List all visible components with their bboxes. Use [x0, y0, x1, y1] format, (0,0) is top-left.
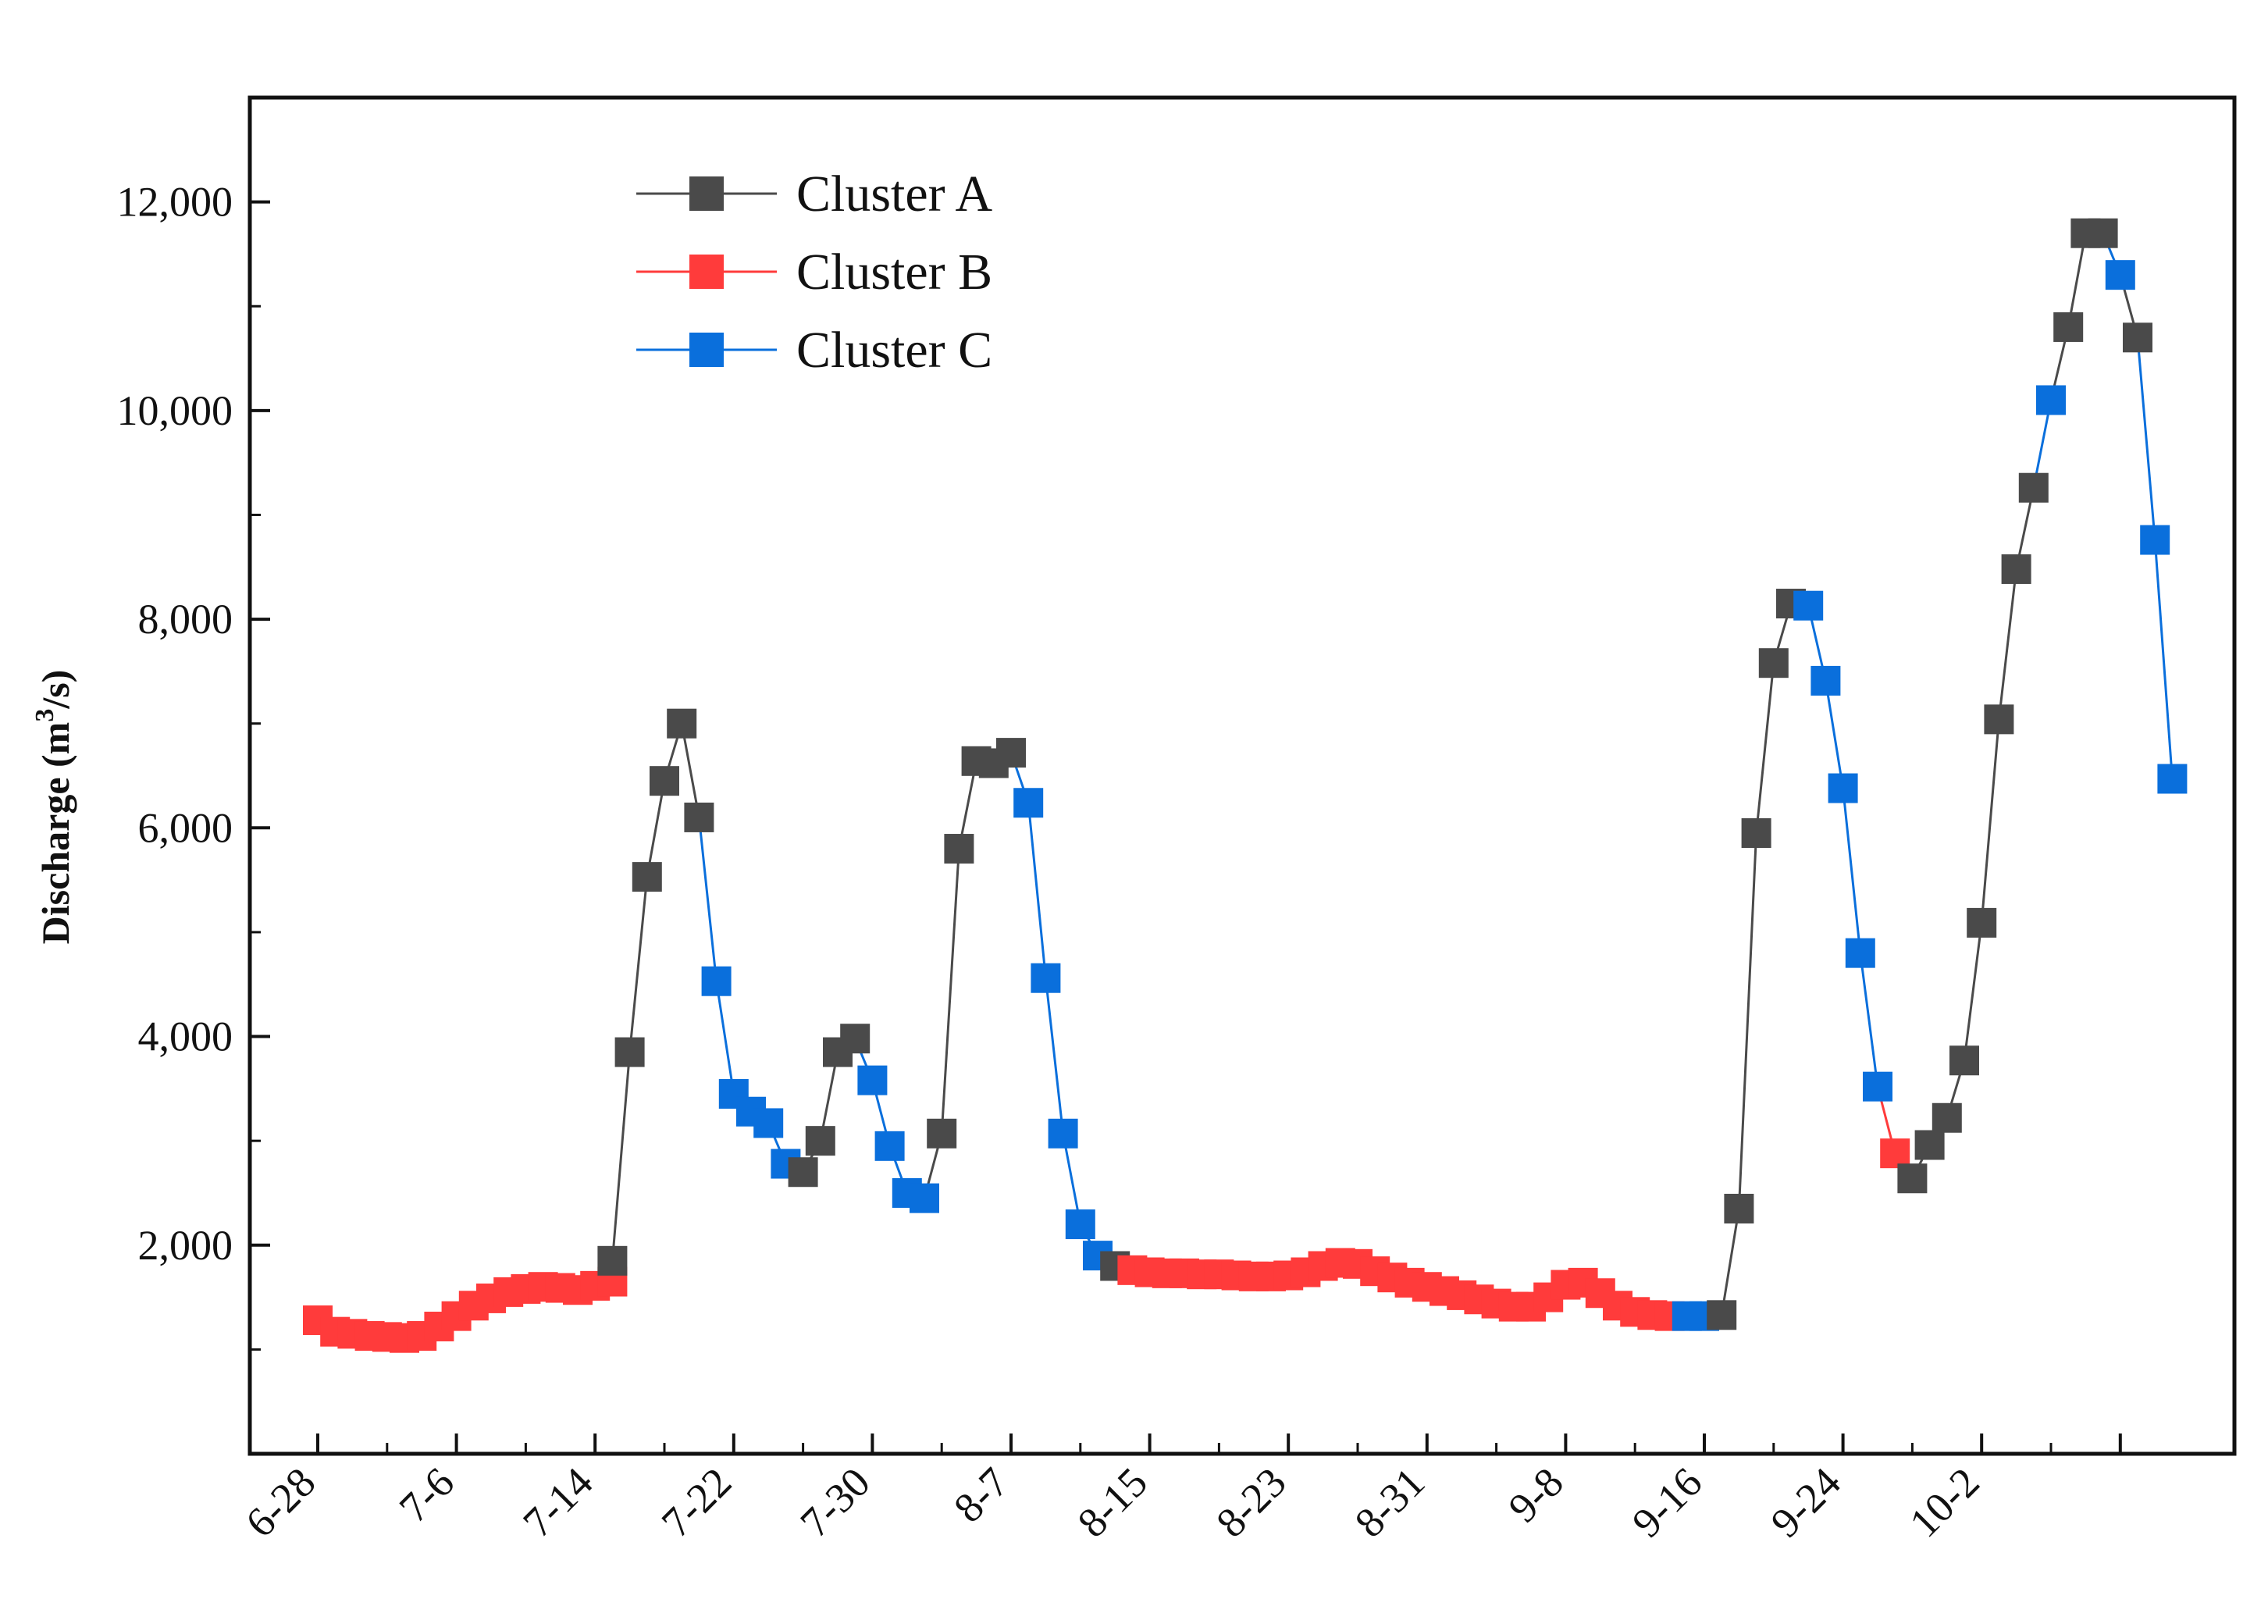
marker-cluster-c: [753, 1108, 784, 1138]
marker-cluster-a: [2001, 554, 2031, 584]
marker-cluster-c: [2105, 260, 2135, 290]
marker-cluster-a: [840, 1024, 871, 1054]
line-segment-a: [1980, 719, 2000, 924]
marker-cluster-c: [1065, 1209, 1095, 1240]
marker-cluster-a: [667, 708, 697, 739]
marker-cluster-a: [2123, 322, 2152, 353]
marker-cluster-a: [1724, 1194, 1754, 1224]
x-tick-label: 7-6: [390, 1458, 463, 1531]
y-tick-label: 4,000: [138, 1013, 233, 1060]
x-tick-label: 8-15: [1069, 1458, 1156, 1546]
legend-marker-b: [689, 255, 724, 289]
line-segment-a: [1997, 568, 2018, 720]
marker-cluster-c: [1863, 1071, 1892, 1102]
connecting-lines: [317, 232, 2174, 1340]
marker-cluster-a: [1932, 1102, 1962, 1133]
marker-cluster-b: [1880, 1138, 1910, 1169]
marker-cluster-a: [650, 766, 679, 796]
marker-cluster-a: [684, 802, 714, 832]
line-segment-a: [1720, 1208, 1740, 1316]
line-segment-c: [2153, 540, 2174, 779]
marker-cluster-a: [944, 834, 974, 864]
x-tick-label: 7-14: [514, 1458, 601, 1546]
plot-frame: [247, 95, 2237, 1456]
line-segment-c: [1062, 1133, 1082, 1225]
x-tick-label: 8-23: [1207, 1458, 1294, 1546]
marker-cluster-c: [874, 1131, 905, 1161]
marker-cluster-a: [2018, 472, 2049, 503]
marker-cluster-c: [1048, 1118, 1078, 1149]
line-segment-a: [611, 1052, 632, 1261]
line-segment-a: [1963, 922, 1983, 1061]
legend: Cluster A Cluster B Cluster C: [636, 166, 993, 379]
line-segment-c: [715, 981, 735, 1095]
marker-cluster-a: [1707, 1300, 1737, 1330]
line-segment-c: [1842, 788, 1862, 953]
marker-cluster-a: [1897, 1163, 1928, 1194]
marker-cluster-c: [857, 1065, 888, 1095]
legend-label-a: Cluster A: [796, 166, 993, 223]
line-segment-a: [680, 723, 700, 818]
marker-cluster-a: [1949, 1045, 1979, 1076]
line-segment-a: [628, 876, 649, 1052]
y-tick-label: 10,000: [117, 387, 233, 434]
marker-cluster-c: [910, 1183, 939, 1213]
marker-cluster-c: [1031, 963, 1061, 993]
line-segment-c: [1859, 953, 1879, 1087]
marker-cluster-c: [1793, 590, 1824, 621]
legend-marker-c: [689, 333, 724, 367]
marker-cluster-a: [788, 1157, 818, 1188]
marker-cluster-c: [1013, 788, 1044, 818]
line-segment-c: [1824, 680, 1845, 789]
marker-cluster-a: [927, 1118, 957, 1149]
marker-cluster-c: [701, 966, 732, 996]
marker-cluster-a: [597, 1245, 628, 1276]
x-tick-label: 9-24: [1762, 1458, 1850, 1546]
marker-cluster-a: [996, 738, 1026, 768]
marker-cluster-c: [2157, 764, 2188, 794]
marker-cluster-a: [1984, 704, 2014, 735]
marker-cluster-c: [2140, 525, 2170, 555]
x-tick-label: 10-2: [1900, 1458, 1988, 1546]
legend-label-b: Cluster B: [796, 244, 992, 301]
line-segment-a: [646, 780, 666, 878]
y-tick-label: 2,000: [138, 1222, 233, 1269]
x-tick-label: 7-22: [653, 1458, 740, 1546]
legend-label-c: Cluster C: [796, 322, 992, 379]
marker-cluster-c: [1845, 938, 1875, 968]
x-tick-label: 9-8: [1500, 1458, 1572, 1531]
x-tick-label: 9-16: [1623, 1458, 1711, 1546]
line-segment-c: [2136, 337, 2156, 540]
x-tick-label: 8-31: [1346, 1458, 1433, 1546]
marker-cluster-c: [1810, 665, 1841, 696]
line-segment-c: [1044, 978, 1065, 1134]
x-tick-label: 8-7: [945, 1458, 1017, 1531]
marker-cluster-a: [2053, 312, 2084, 342]
y-tick-label: 8,000: [138, 596, 233, 643]
y-tick-label: 12,000: [117, 179, 233, 226]
x-tick-label: 7-30: [791, 1458, 878, 1546]
line-segment-c: [697, 817, 718, 981]
y-axis-label: Discharge (m3/s): [30, 670, 77, 945]
marker-cluster-a: [805, 1126, 835, 1156]
line-segment-a: [2067, 233, 2087, 328]
marker-cluster-c: [2036, 385, 2066, 415]
marker-cluster-a: [614, 1037, 645, 1067]
data-markers: [303, 218, 2188, 1353]
marker-cluster-a: [1741, 817, 1771, 848]
marker-cluster-a: [1914, 1130, 1945, 1160]
y-tick-label: 6,000: [138, 804, 233, 851]
x-tick-label: 6-28: [237, 1458, 324, 1546]
marker-cluster-a: [1967, 907, 1997, 938]
marker-cluster-a: [2088, 218, 2118, 248]
legend-marker-a: [689, 176, 724, 211]
line-segment-c: [1027, 803, 1047, 978]
marker-cluster-c: [1828, 773, 1858, 803]
line-segment-a: [1737, 832, 1758, 1209]
marker-cluster-a: [1758, 648, 1789, 678]
marker-cluster-a: [632, 862, 662, 892]
line-segment-a: [940, 848, 960, 1134]
line-segment-a: [1755, 663, 1775, 834]
